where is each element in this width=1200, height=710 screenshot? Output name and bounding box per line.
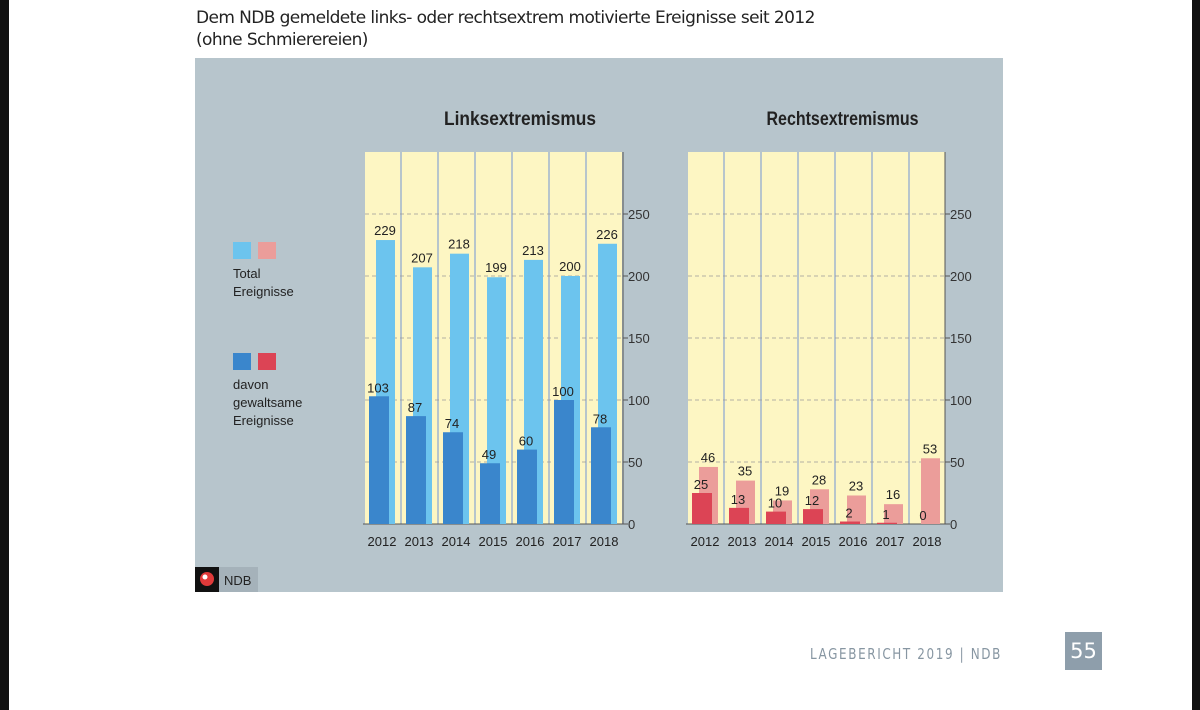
left-xtick-label: 2017 bbox=[553, 534, 582, 549]
left-label-violent: 103 bbox=[367, 380, 389, 395]
left-xtick-label: 2015 bbox=[479, 534, 508, 549]
left-bar-violent bbox=[554, 400, 574, 524]
left-label-total: 200 bbox=[559, 259, 581, 274]
legend-violent-label-2: gewaltsame bbox=[233, 395, 302, 410]
left-bar-violent bbox=[406, 416, 426, 524]
ndb-logo-circle bbox=[200, 572, 214, 586]
left-label-total: 218 bbox=[448, 237, 470, 252]
right-label-total: 46 bbox=[701, 450, 715, 465]
right-xtick-label: 2013 bbox=[728, 534, 757, 549]
left-xtick-label: 2018 bbox=[590, 534, 619, 549]
left-xtick-label: 2012 bbox=[368, 534, 397, 549]
figure-title: Dem NDB gemeldete links- oder rechtsextr… bbox=[196, 7, 815, 51]
right-xtick-label: 2015 bbox=[802, 534, 831, 549]
right-ytick-label: 50 bbox=[950, 455, 964, 470]
right-label-total: 16 bbox=[886, 487, 900, 502]
ndb-logo-box bbox=[219, 567, 258, 592]
left-label-total: 226 bbox=[596, 227, 618, 242]
left-label-total: 199 bbox=[485, 260, 507, 275]
right-xtick-label: 2016 bbox=[839, 534, 868, 549]
left-label-violent: 74 bbox=[445, 416, 459, 431]
right-label-total: 28 bbox=[812, 472, 826, 487]
left-ytick-label: 150 bbox=[628, 331, 650, 346]
footer-text: LAGEBERICHT 2019 | NDB bbox=[810, 645, 1002, 663]
right-label-violent: 25 bbox=[694, 477, 708, 492]
left-ytick-label: 50 bbox=[628, 455, 642, 470]
right-bar-violent bbox=[877, 522, 897, 524]
right-xtick-label: 2017 bbox=[876, 534, 905, 549]
left-label-total: 213 bbox=[522, 243, 544, 258]
right-ytick-label: 100 bbox=[950, 393, 972, 408]
right-label-total: 53 bbox=[923, 441, 937, 456]
ndb-logo-text: NDB bbox=[224, 573, 251, 588]
right-label-violent: 2 bbox=[845, 506, 852, 521]
right-xtick-label: 2012 bbox=[691, 534, 720, 549]
right-label-violent: 12 bbox=[805, 493, 819, 508]
title-line-1: Dem NDB gemeldete links- oder rechtsextr… bbox=[196, 8, 815, 28]
right-xtick-label: 2014 bbox=[765, 534, 794, 549]
right-label-violent: 13 bbox=[731, 492, 745, 507]
left-bar-violent bbox=[480, 463, 500, 524]
right-bar-violent bbox=[766, 511, 786, 524]
left-ytick-label: 0 bbox=[628, 517, 635, 532]
left-label-total: 229 bbox=[374, 223, 396, 238]
right-bar-violent bbox=[692, 493, 712, 524]
ndb-logo-dot bbox=[202, 574, 208, 580]
left-ytick-label: 200 bbox=[628, 269, 650, 284]
right-bar-total bbox=[884, 504, 903, 524]
right-bar-total bbox=[921, 458, 940, 524]
right-label-total: 35 bbox=[738, 464, 752, 479]
left-label-violent: 87 bbox=[408, 400, 422, 415]
right-bar-violent bbox=[803, 509, 823, 524]
right-bar-violent bbox=[840, 521, 860, 524]
left-ytick-label: 250 bbox=[628, 207, 650, 222]
left-chart-title: Linksextremismus bbox=[444, 109, 596, 130]
legend-swatch-left-total bbox=[233, 242, 251, 259]
left-label-violent: 49 bbox=[482, 447, 496, 462]
page-border-left bbox=[0, 0, 9, 710]
left-bar-violent bbox=[591, 427, 611, 524]
left-bar-violent bbox=[369, 396, 389, 524]
legend-total-label-2: Ereignisse bbox=[233, 284, 294, 299]
legend-swatch-right-violent bbox=[258, 353, 276, 370]
title-line-2: (ohne Schmierereien) bbox=[196, 30, 368, 50]
right-xtick-label: 2018 bbox=[913, 534, 942, 549]
right-label-total: 23 bbox=[849, 478, 863, 493]
right-chart-title: Rechtsextremismus bbox=[767, 109, 919, 130]
right-label-total: 19 bbox=[775, 483, 789, 498]
right-bar-violent bbox=[729, 507, 749, 524]
left-label-total: 207 bbox=[411, 250, 433, 265]
left-label-violent: 100 bbox=[552, 384, 574, 399]
left-ytick-label: 100 bbox=[628, 393, 650, 408]
left-label-violent: 60 bbox=[519, 434, 533, 449]
page-border-right bbox=[1192, 0, 1200, 710]
legend-swatch-left-violent bbox=[233, 353, 251, 370]
right-label-violent: 10 bbox=[768, 496, 782, 511]
left-xtick-label: 2013 bbox=[405, 534, 434, 549]
left-bar-total bbox=[487, 277, 506, 524]
legend-total-label-1: Total bbox=[233, 266, 261, 281]
right-ytick-label: 250 bbox=[950, 207, 972, 222]
page-number: 55 bbox=[1065, 632, 1102, 670]
right-label-violent: 1 bbox=[882, 507, 889, 522]
left-bar-violent bbox=[517, 449, 537, 524]
legend-swatch-right-total bbox=[258, 242, 276, 259]
left-bar-violent bbox=[443, 432, 463, 524]
right-ytick-label: 0 bbox=[950, 517, 957, 532]
left-label-violent: 78 bbox=[593, 411, 607, 426]
right-ytick-label: 200 bbox=[950, 269, 972, 284]
legend-violent-label-1: davon bbox=[233, 377, 268, 392]
right-bar-total bbox=[847, 495, 866, 524]
left-xtick-label: 2016 bbox=[516, 534, 545, 549]
legend-violent-label-3: Ereignisse bbox=[233, 413, 294, 428]
left-xtick-label: 2014 bbox=[442, 534, 471, 549]
right-label-violent: 0 bbox=[919, 508, 926, 523]
right-ytick-label: 150 bbox=[950, 331, 972, 346]
